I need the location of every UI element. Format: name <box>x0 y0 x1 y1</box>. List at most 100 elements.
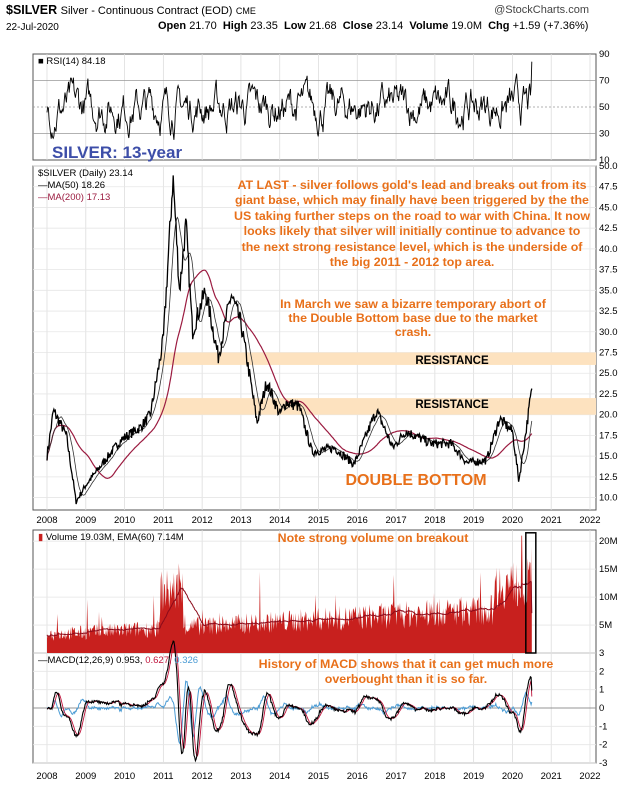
resistance-bands <box>160 352 596 415</box>
x-tick-label-lower: 2017 <box>386 771 407 782</box>
macd-legend: —MACD(12,26,9) 0.953, 0.627, 0.326 <box>38 655 199 666</box>
macd-tick-label: 0 <box>599 703 604 714</box>
macd-annotation: History of MACD shows that it can get mu… <box>258 657 554 686</box>
x-tick-label-lower: 2010 <box>114 771 135 782</box>
chart-header-title: $SILVER Silver - Continuous Contract (EO… <box>6 3 256 17</box>
macd-plot <box>46 640 533 763</box>
exchange-label: CME <box>235 6 256 16</box>
x-tick-label-upper: 2014 <box>269 515 290 526</box>
volume-tick-label: 15M <box>599 564 618 575</box>
macd-tick-label: 1 <box>599 685 604 696</box>
x-tick-label-lower: 2021 <box>541 771 562 782</box>
price-legend-ma50: —MA(50) 18.26 <box>38 180 106 191</box>
price-tick-label: 30.0 <box>599 327 618 338</box>
x-tick-label-lower: 2011 <box>153 771 173 782</box>
instrument-name: Silver - Continuous Contract (EOD) <box>60 5 233 17</box>
x-tick-label-upper: 2022 <box>579 515 600 526</box>
march-abort-annotation: In March we saw a bizarre temporary abor… <box>280 297 546 339</box>
x-tick-label-upper: 2011 <box>153 515 173 526</box>
x-tick-label-lower: 2013 <box>230 771 251 782</box>
axis-ticks: 2008200820092009201020102011201120122012… <box>36 49 617 782</box>
price-tick-label: 45.0 <box>599 202 618 213</box>
price-tick-label: 10.0 <box>599 493 618 504</box>
volume-tick-label: 10M <box>599 592 618 603</box>
macd-tick-label: 3 <box>599 648 604 659</box>
volume-legend: ▮ Volume 19.03M, EMA(60) 7.14M <box>38 532 184 543</box>
rsi-legend: ■ RSI(14) 84.18 <box>38 56 106 67</box>
rsi-plot <box>46 61 533 140</box>
volume-annotation: Note strong volume on breakout <box>277 531 469 545</box>
breakout-volume-box <box>525 532 537 654</box>
price-legend-main: $SILVER (Daily) 23.14 <box>38 168 133 179</box>
price-tick-label: 20.0 <box>599 410 618 421</box>
x-tick-label-upper: 2017 <box>386 515 407 526</box>
x-tick-label-lower: 2019 <box>463 771 484 782</box>
x-tick-label-lower: 2008 <box>36 771 57 782</box>
x-tick-label-upper: 2018 <box>424 515 445 526</box>
price-legend-ma200: —MA(200) 17.13 <box>38 192 111 203</box>
x-tick-label-lower: 2020 <box>502 771 523 782</box>
x-tick-label-lower: 2016 <box>347 771 368 782</box>
volume-plot <box>46 532 537 654</box>
price-tick-label: 47.5 <box>599 182 618 193</box>
x-tick-label-upper: 2010 <box>114 515 135 526</box>
rsi-line <box>46 61 533 140</box>
price-tick-label: 27.5 <box>599 348 618 359</box>
x-tick-label-upper: 2009 <box>75 515 96 526</box>
double-bottom-label: DOUBLE BOTTOM <box>345 472 487 489</box>
price-line <box>46 175 533 505</box>
price-tick-label: 42.5 <box>599 223 618 234</box>
resistance-label-upper: RESISTANCE <box>415 355 489 367</box>
x-tick-label-lower: 2012 <box>192 771 213 782</box>
price-tick-label: 32.5 <box>599 306 618 317</box>
price-tick-label: 17.5 <box>599 430 618 441</box>
stockcharts-brand: @StockCharts.com <box>494 4 589 16</box>
macd-tick-label: -2 <box>599 740 607 751</box>
quote-summary: Open 21.70 High 23.35 Low 21.68 Close 23… <box>158 20 589 32</box>
x-tick-label-upper: 2012 <box>192 515 213 526</box>
x-tick-label-upper: 2021 <box>541 515 562 526</box>
rsi-tick-label: 10 <box>599 155 610 166</box>
volume-tick-label: 5M <box>599 620 612 631</box>
x-tick-label-lower: 2009 <box>75 771 96 782</box>
grid-layer <box>33 54 596 764</box>
macd-tick-label: -3 <box>599 758 607 769</box>
x-tick-label-lower: 2015 <box>308 771 329 782</box>
price-tick-label: 37.5 <box>599 265 618 276</box>
x-tick-label-upper: 2020 <box>502 515 523 526</box>
x-tick-label-upper: 2016 <box>347 515 368 526</box>
macd-tick-label: 2 <box>599 666 604 677</box>
price-tick-label: 15.0 <box>599 451 618 462</box>
quote-date: 22-Jul-2020 <box>6 22 59 33</box>
resistance-band-1 <box>160 352 596 365</box>
x-tick-label-lower: 2014 <box>269 771 290 782</box>
resistance-label-lower: RESISTANCE <box>415 399 489 411</box>
price-tick-label: 25.0 <box>599 368 618 379</box>
rsi-tick-label: 30 <box>599 129 610 140</box>
x-tick-label-upper: 2008 <box>36 515 57 526</box>
breakout-annotation: AT LAST - silver follows gold's lead and… <box>234 178 590 270</box>
volume-bars <box>47 535 532 653</box>
price-tick-label: 35.0 <box>599 285 618 296</box>
volume-ema-line <box>46 580 533 637</box>
x-tick-label-upper: 2015 <box>308 515 329 526</box>
resistance-band-2 <box>160 398 596 415</box>
ticker-symbol: $SILVER <box>6 3 58 17</box>
x-tick-label-upper: 2019 <box>463 515 484 526</box>
price-tick-label: 12.5 <box>599 472 618 483</box>
x-tick-label-upper: 2013 <box>230 515 251 526</box>
price-plot <box>46 175 533 505</box>
macd-tick-label: -1 <box>599 721 607 732</box>
rsi-tick-label: 90 <box>599 49 610 60</box>
macd-line <box>46 640 533 763</box>
rsi-tick-label: 50 <box>599 102 610 113</box>
x-tick-label-lower: 2018 <box>424 771 445 782</box>
price-tick-label: 22.5 <box>599 389 618 400</box>
x-tick-label-lower: 2022 <box>579 771 600 782</box>
silver-13-year-title: SILVER: 13-year <box>52 143 183 162</box>
price-tick-label: 50.0 <box>599 161 618 172</box>
price-tick-label: 40.0 <box>599 244 618 255</box>
rsi-tick-label: 70 <box>599 76 610 87</box>
volume-tick-label: 20M <box>599 536 618 547</box>
